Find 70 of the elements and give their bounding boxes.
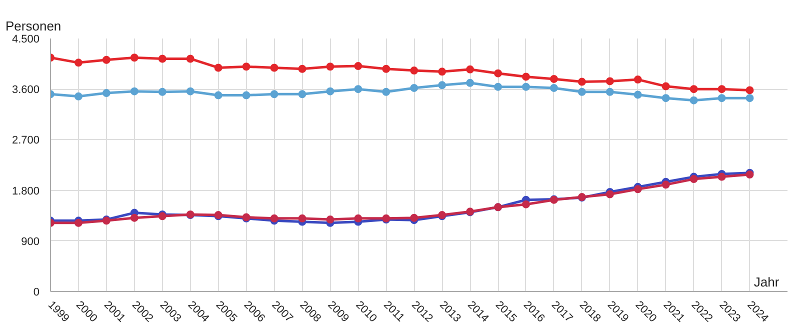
point: [270, 214, 278, 222]
y-tick-label: 1.800: [12, 185, 40, 198]
point: [634, 76, 642, 84]
point: [494, 69, 502, 78]
point: [438, 81, 446, 90]
point: [634, 90, 642, 99]
point: [746, 94, 754, 102]
point: [298, 214, 306, 222]
point: [186, 87, 194, 96]
point: [522, 200, 530, 208]
point: [382, 64, 390, 73]
y-tick-label: 4.500: [12, 34, 40, 46]
point: [578, 88, 586, 96]
point: [746, 86, 754, 94]
point: [214, 91, 222, 100]
point: [214, 64, 222, 72]
point: [410, 214, 418, 222]
point: [606, 190, 614, 198]
point: [158, 54, 166, 63]
point: [606, 88, 614, 96]
y-tick-label: 3.600: [12, 84, 40, 96]
point: [690, 96, 698, 104]
point: [662, 94, 670, 102]
point: [410, 84, 418, 92]
point: [382, 88, 390, 96]
point: [606, 77, 614, 86]
point: [130, 87, 138, 96]
y-tick-label: 900: [21, 236, 40, 248]
point: [186, 54, 194, 63]
point: [690, 85, 698, 94]
point: [718, 94, 726, 102]
point: [298, 64, 306, 73]
point: [438, 68, 446, 76]
point: [718, 85, 726, 94]
point: [326, 62, 334, 71]
point: [270, 64, 278, 72]
point: [690, 175, 698, 184]
point: [550, 84, 558, 92]
point: [522, 82, 530, 91]
point: [74, 58, 82, 67]
point: [242, 62, 250, 71]
point: [326, 87, 334, 96]
point: [662, 180, 670, 189]
point: [130, 214, 138, 222]
point: [158, 88, 166, 96]
point: [522, 72, 530, 81]
y-tick-label: 0: [33, 286, 40, 298]
point: [102, 89, 110, 98]
point: [326, 216, 334, 224]
x-axis-title: Jahr: [754, 274, 780, 290]
point: [354, 85, 362, 94]
point: [354, 62, 362, 70]
y-axis-title: Personen: [6, 18, 62, 34]
point: [410, 66, 418, 75]
point: [550, 74, 558, 83]
point: [298, 90, 306, 98]
point: [662, 82, 670, 90]
point: [494, 82, 502, 91]
point: [102, 56, 110, 64]
point: [578, 78, 586, 86]
point: [270, 90, 278, 98]
point: [74, 92, 82, 100]
point: [466, 78, 474, 87]
point: [242, 91, 250, 100]
point: [718, 172, 726, 181]
point: [130, 54, 138, 62]
point: [466, 65, 474, 74]
y-tick-label: 2.700: [12, 134, 40, 147]
point: [354, 214, 362, 222]
point: [634, 185, 642, 194]
